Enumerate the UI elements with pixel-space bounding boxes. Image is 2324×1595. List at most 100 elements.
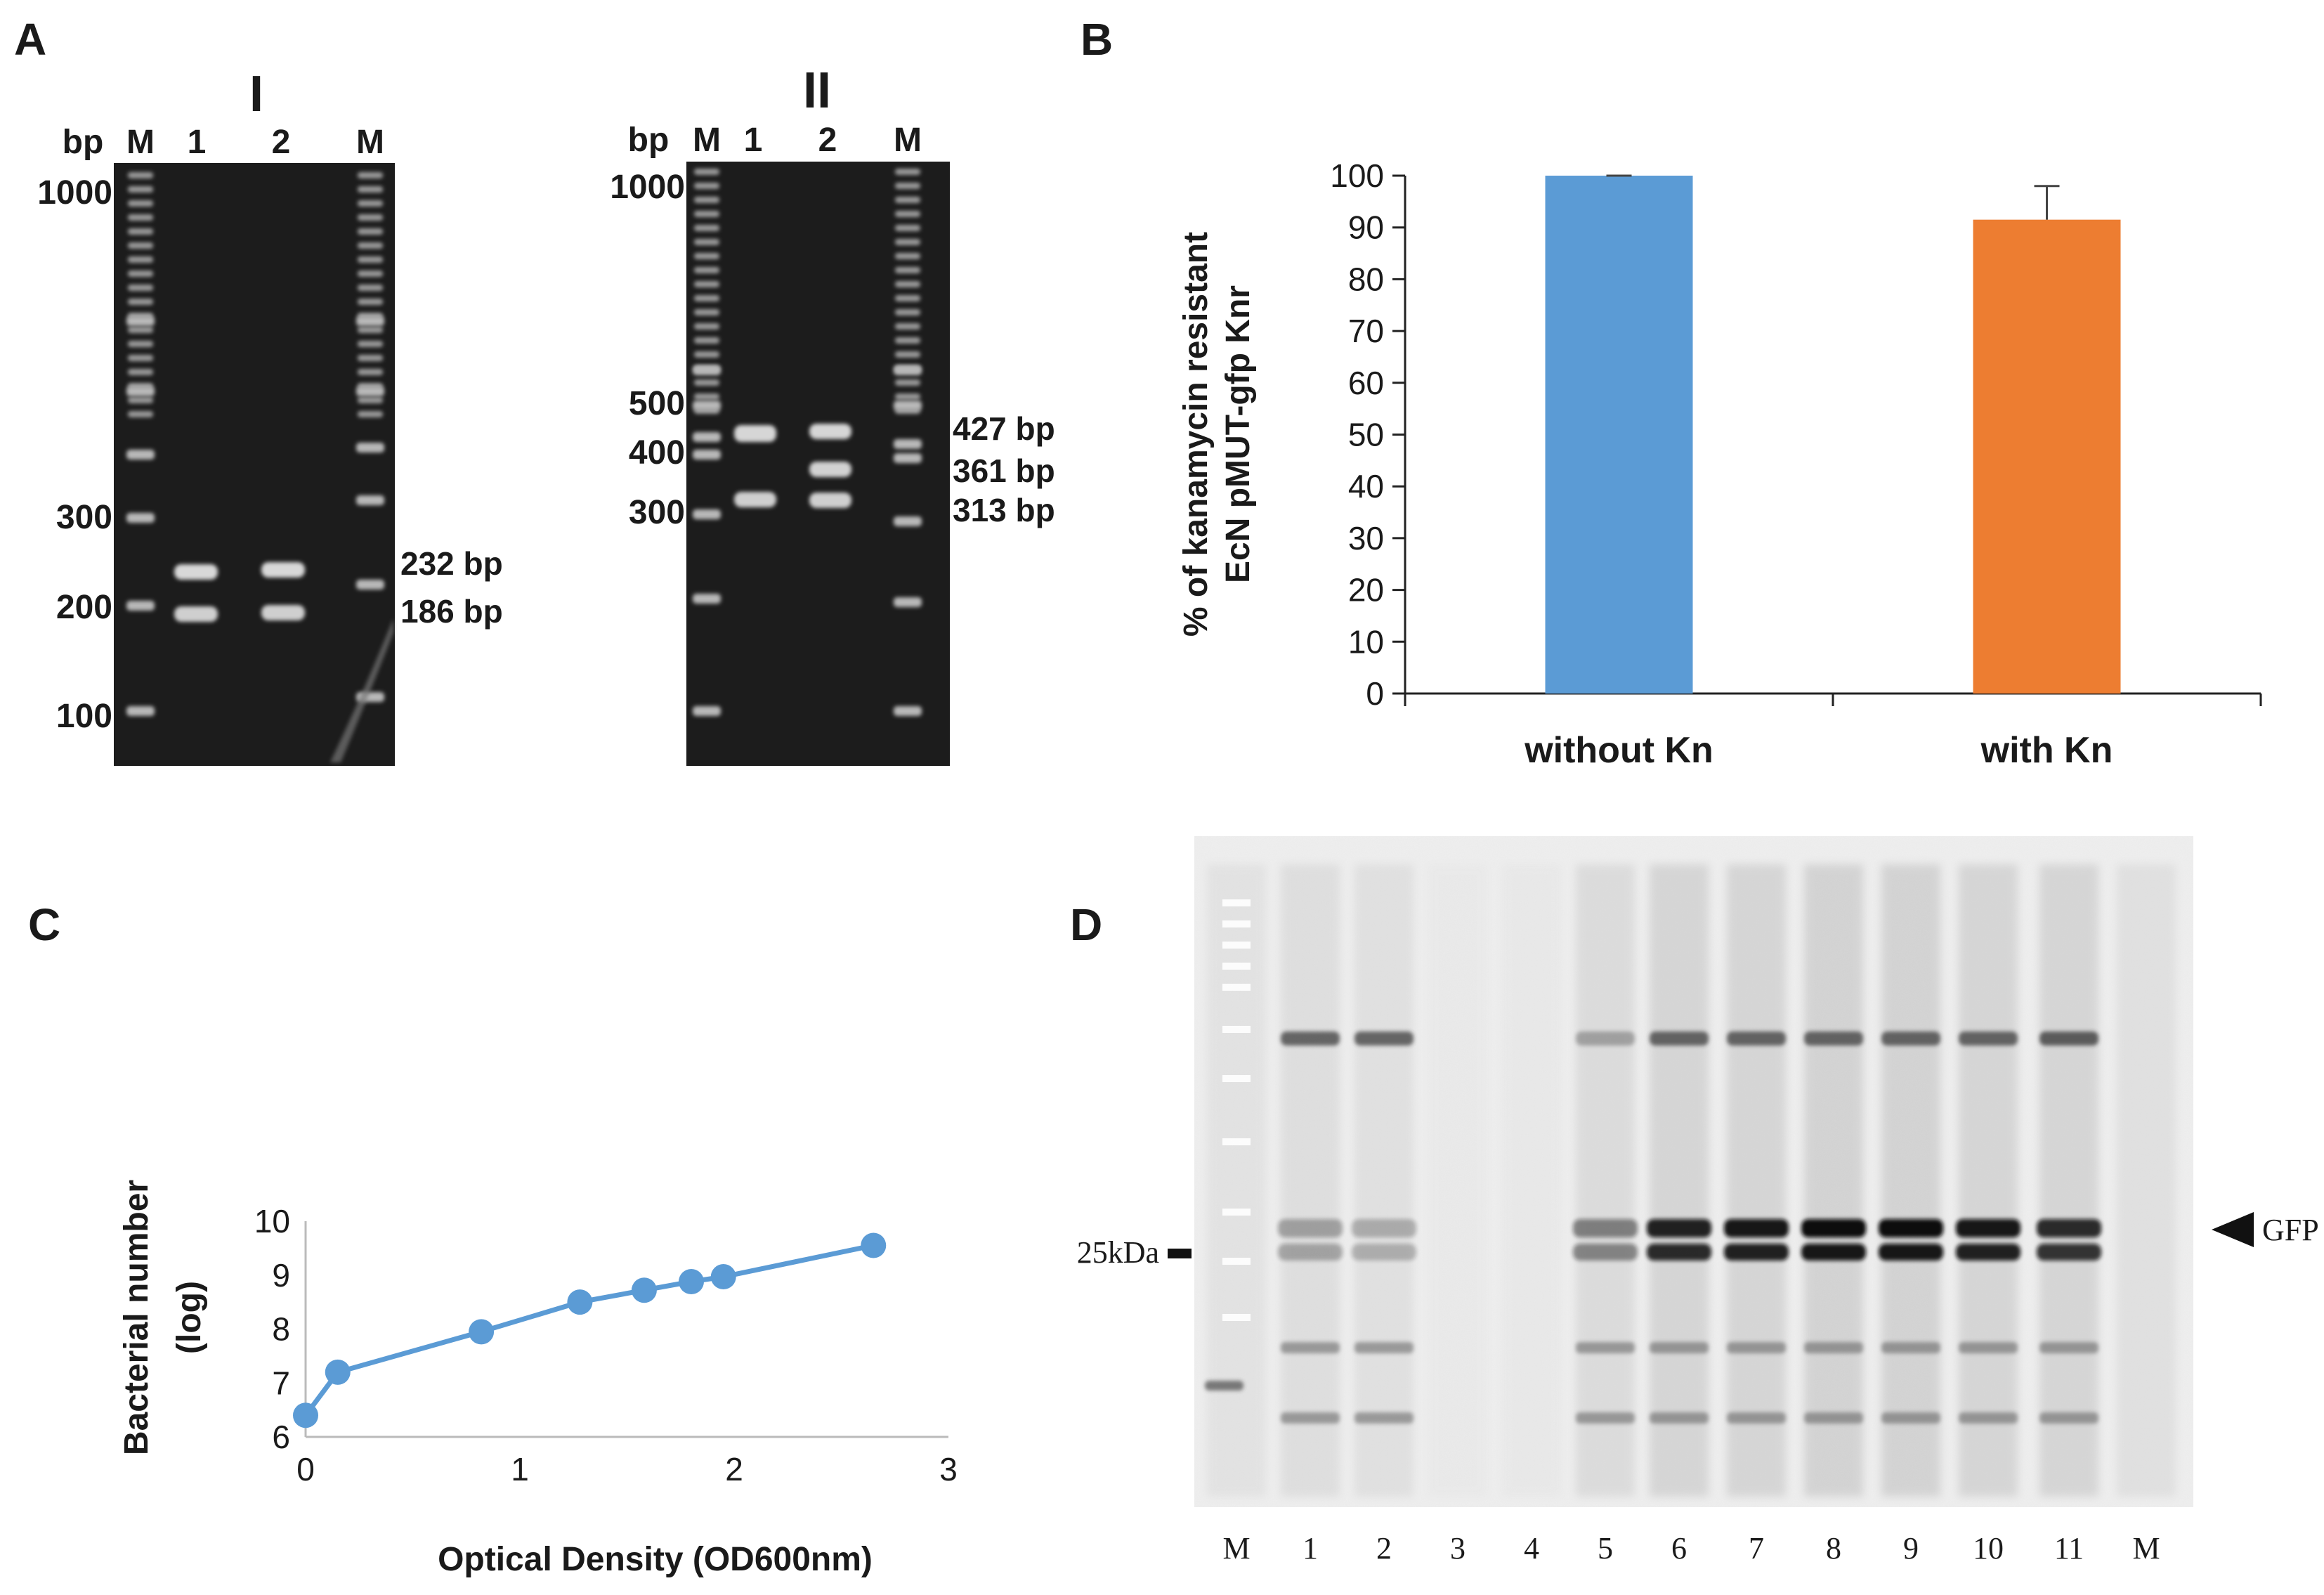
blot-marker-band <box>1222 1258 1251 1265</box>
blot-band-gfp <box>2037 1244 2101 1261</box>
blot-marker-band <box>1222 1138 1251 1145</box>
blot-marker-band <box>1222 942 1251 949</box>
ladder-band <box>358 228 383 235</box>
x-tick-label: 1 <box>511 1451 529 1487</box>
gel-ii-marker: 500 <box>629 385 685 422</box>
gel-i-bp-label: bp <box>63 124 104 161</box>
y-tick-label: 10 <box>254 1203 290 1239</box>
blot-band <box>1727 1031 1786 1046</box>
blot-marker-band <box>1222 984 1251 991</box>
blot-band-gfp <box>1879 1219 1943 1237</box>
ladder-band <box>356 386 384 396</box>
ladder-band <box>895 393 920 400</box>
blot-band <box>1959 1031 2018 1046</box>
gel-i-band <box>261 605 305 620</box>
chart-c: 6 7 8 9 10 0 1 2 3 Optical Density (OD600nm) Bacte… <box>118 1180 958 1578</box>
ladder-band <box>356 580 384 590</box>
blot-band <box>1354 1342 1414 1353</box>
ladder-band <box>895 309 920 315</box>
x-tick-label: 2 <box>725 1451 743 1487</box>
gel-ii-lane-label: M <box>693 122 721 159</box>
gel-i-lane-label: M <box>126 124 155 161</box>
blot-marker-tick <box>1168 1249 1192 1258</box>
ladder-band <box>694 169 719 175</box>
y-axis-label: EcN pMUT-gfp Knr <box>1220 285 1257 583</box>
blot-band <box>1576 1031 1635 1046</box>
blot-band <box>1650 1342 1709 1353</box>
x-category-label: with Kn <box>1980 730 2113 771</box>
gel-ii-band <box>734 425 776 442</box>
ladder-band <box>358 172 383 178</box>
blot-band-gfp <box>1647 1219 1711 1237</box>
gel-ii-title: II <box>803 63 831 119</box>
blot-band-gfp <box>1879 1244 1943 1261</box>
blot-smear <box>1727 864 1786 1497</box>
blot-smear <box>1207 864 1266 1497</box>
blot-marker-band <box>1222 899 1251 906</box>
gel-ii-marker: 300 <box>629 494 685 531</box>
ladder-band <box>356 495 384 505</box>
ladder-band <box>358 271 383 277</box>
ladder-band <box>694 323 719 330</box>
panel-label-a: A <box>14 14 46 65</box>
ladder-band <box>128 411 153 417</box>
ladder-band <box>126 450 155 460</box>
blot-band <box>1281 1412 1340 1424</box>
ladder-band <box>358 327 383 333</box>
chart-b: 0 10 20 30 40 50 60 70 80 90 100 without Kn with Kn%… <box>1177 157 2262 771</box>
ladder-band <box>693 365 721 375</box>
ladder-band <box>694 393 719 400</box>
gel-ii-lane-label: 1 <box>744 122 763 159</box>
blot-lane-label: M <box>1222 1531 1250 1565</box>
gel-ii-band-size: 313 bp <box>953 492 1055 528</box>
blot-band <box>1804 1412 1863 1424</box>
blot-band-gfp <box>1724 1219 1789 1237</box>
ladder-band <box>895 295 920 301</box>
gel-i-band <box>174 564 218 580</box>
y-tick-label: 6 <box>272 1419 290 1455</box>
ladder-band <box>894 365 922 375</box>
ladder-band <box>128 214 153 221</box>
blot-marker-band <box>1222 1314 1251 1321</box>
ladder-band <box>356 443 384 453</box>
ladder-band <box>693 594 721 604</box>
ladder-band <box>894 516 922 526</box>
ladder-band <box>895 197 920 203</box>
ladder-band <box>694 379 719 386</box>
blot-band <box>1354 1412 1414 1424</box>
blot-smear <box>1502 864 1561 1497</box>
blot-band-gfp <box>1352 1219 1416 1237</box>
y-tick-label: 40 <box>1348 468 1384 504</box>
y-tick-label: 30 <box>1348 520 1384 556</box>
blot-smear <box>1804 864 1863 1497</box>
gel-i-band <box>174 606 218 622</box>
blot-band-gfp <box>1801 1244 1866 1261</box>
ladder-band <box>358 186 383 193</box>
ladder-band <box>358 341 383 347</box>
blot-smear <box>1576 864 1635 1497</box>
ladder-band <box>694 225 719 231</box>
blot-lane-label: 2 <box>1376 1531 1392 1565</box>
ladder-band <box>894 439 922 449</box>
gfp-label: GFP <box>2262 1213 2319 1247</box>
blot-band <box>1804 1342 1863 1353</box>
ladder-band <box>128 355 153 361</box>
y-tick-label: 70 <box>1348 313 1384 349</box>
blot-band <box>1727 1342 1786 1353</box>
gel-ii-marker: 400 <box>629 434 685 471</box>
blot-marker-band <box>1222 1075 1251 1082</box>
ladder-band <box>693 450 721 460</box>
ladder-band <box>128 299 153 305</box>
blot-band <box>1354 1031 1414 1046</box>
blot-band <box>1650 1031 1709 1046</box>
ladder-band <box>694 281 719 287</box>
ladder-band <box>693 432 721 442</box>
gel-i-marker: 100 <box>56 698 112 735</box>
ladder-band <box>694 183 719 189</box>
gel-i-image <box>114 163 395 766</box>
blot-smear <box>1281 864 1340 1497</box>
y-tick-label: 0 <box>1366 675 1384 712</box>
gel-i: I bp M 1 2 M 1000 300 200 100 232 bp 186… <box>37 66 503 766</box>
ladder-band <box>128 327 153 333</box>
